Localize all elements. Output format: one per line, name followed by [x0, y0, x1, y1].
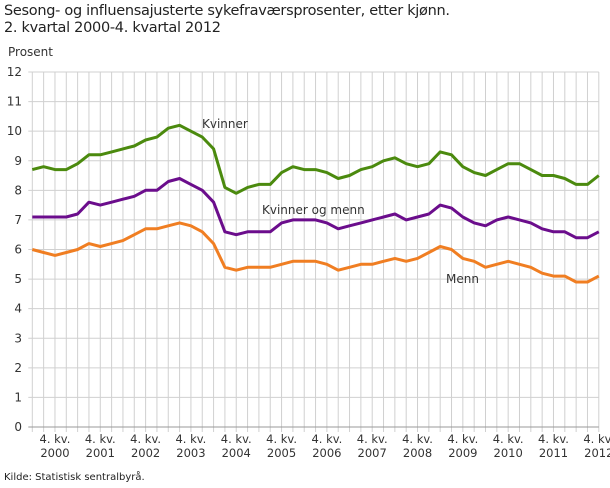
y-tick-label: 5	[14, 272, 22, 286]
x-tick-label-year: 2005	[267, 446, 296, 460]
y-axis-label: Prosent	[8, 45, 53, 59]
y-tick-label: 2	[14, 361, 22, 375]
grid	[28, 71, 600, 432]
chart-title-line-2: 2. kvartal 2000-4. kvartal 2012	[4, 20, 221, 36]
x-tick-label-quarter: 4. kv.	[130, 432, 161, 446]
series-label-kvinner: Kvinner	[202, 117, 248, 131]
x-tick-label-quarter: 4. kv.	[447, 432, 478, 446]
x-tick-label-year: 2010	[494, 446, 523, 460]
x-tick-label-year: 2006	[312, 446, 341, 460]
x-tick-label-year: 2002	[131, 446, 160, 460]
y-tick-label: 8	[14, 183, 22, 197]
series-label-kvinner-og-menn: Kvinner og menn	[262, 203, 365, 217]
x-tick-label-quarter: 4. kv.	[493, 432, 524, 446]
chart-title: Sesong- og influensajusterte sykefraværs…	[4, 3, 450, 37]
x-tick-label-quarter: 4. kv.	[357, 432, 388, 446]
x-tick-label-year: 2003	[176, 446, 205, 460]
x-tick-label-year: 2008	[403, 446, 432, 460]
x-tick-label-quarter: 4. kv.	[583, 432, 610, 446]
x-tick-label-year: 2001	[86, 446, 115, 460]
x-tick-label-quarter: 4. kv.	[175, 432, 206, 446]
y-tick-label: 0	[14, 420, 22, 434]
y-tick-label: 12	[7, 65, 22, 79]
y-tick-label: 1	[14, 390, 22, 404]
series-line-menn	[31, 221, 600, 284]
x-tick-label-year: 2000	[40, 446, 69, 460]
y-tick-label: 11	[7, 95, 22, 109]
x-tick-label-year: 2007	[358, 446, 387, 460]
series-label-menn: Menn	[446, 272, 479, 286]
x-tick-label-year: 2009	[448, 446, 477, 460]
x-tick-label-quarter: 4. kv.	[40, 432, 71, 446]
x-tick-label-year: 2012	[584, 446, 610, 460]
x-tick-label-quarter: 4. kv.	[538, 432, 569, 446]
series-line-kvinner	[31, 123, 600, 195]
series-lines	[31, 123, 600, 284]
x-tick-label-quarter: 4. kv.	[85, 432, 116, 446]
x-tick-label-quarter: 4. kv.	[221, 432, 252, 446]
y-tick-label: 10	[7, 124, 22, 138]
x-tick-label-quarter: 4. kv.	[402, 432, 433, 446]
y-tick-label: 9	[14, 154, 22, 168]
x-tick-label-year: 2004	[222, 446, 251, 460]
x-tick-label-quarter: 4. kv.	[266, 432, 297, 446]
series-line-kvinner-og-menn	[32, 177, 600, 240]
chart-title-line-1: Sesong- og influensajusterte sykefraværs…	[4, 3, 450, 19]
x-tick-label-year: 2011	[539, 446, 568, 460]
source-note: Kilde: Statistisk sentralbyrå.	[4, 472, 145, 483]
y-tick-label: 6	[14, 243, 22, 257]
y-tick-label: 4	[14, 302, 22, 316]
y-tick-label: 3	[14, 331, 22, 345]
x-tick-label-quarter: 4. kv.	[311, 432, 342, 446]
y-tick-label: 7	[14, 213, 22, 227]
